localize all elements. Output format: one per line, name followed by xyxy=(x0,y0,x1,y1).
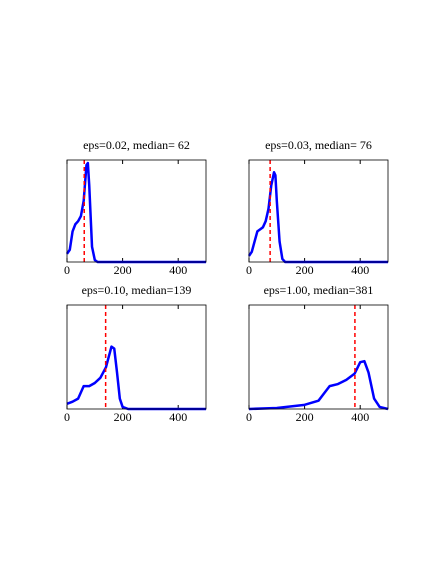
x-tick-label: 400 xyxy=(351,263,369,277)
x-tick-label: 0 xyxy=(64,263,70,277)
density-line xyxy=(66,345,206,411)
axes-box xyxy=(248,159,389,263)
x-tick-label: 400 xyxy=(351,410,369,424)
x-tick-label: 0 xyxy=(64,410,70,424)
x-tick-label: 0 xyxy=(246,263,252,277)
subplot-title: eps=0.02, median= 62 xyxy=(83,138,190,152)
subplot-title: eps=1.00, median=381 xyxy=(264,283,374,297)
axes-box xyxy=(248,304,389,410)
x-tick-label: 200 xyxy=(114,410,132,424)
density-line xyxy=(248,359,389,411)
density-line xyxy=(65,161,206,264)
x-tick-label: 200 xyxy=(296,410,314,424)
x-tick-label: 0 xyxy=(246,410,252,424)
subplot-title: eps=0.03, median= 76 xyxy=(265,138,372,152)
subplot-title: eps=0.10, median=139 xyxy=(82,283,192,297)
axes-box xyxy=(66,159,207,263)
x-tick-label: 400 xyxy=(169,410,187,424)
x-tick-label: 200 xyxy=(296,263,314,277)
x-tick-label: 200 xyxy=(114,263,132,277)
axes-box xyxy=(66,304,207,410)
x-tick-label: 400 xyxy=(169,263,187,277)
